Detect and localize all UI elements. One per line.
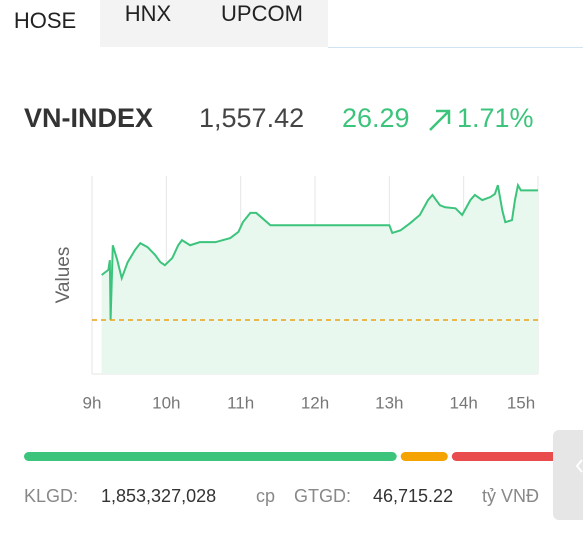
- stat-value: 1,853,327,028: [101, 486, 216, 506]
- stat-label: KLGD:: [24, 486, 78, 506]
- line: [101, 182, 538, 321]
- x-tick-label: 12h: [301, 393, 329, 412]
- x-tick-label: 10h: [152, 393, 180, 412]
- chart: 9h 10h 11h 12h 13h 14h 15h: [83, 176, 539, 412]
- stat-unit: tỷ VNĐ: [482, 486, 539, 506]
- index-percent: 1.71%: [457, 103, 534, 133]
- x-tick-label: 15h: [507, 393, 535, 412]
- tab[interactable]: UPCOM: [221, 1, 303, 26]
- scroll-icon: [575, 459, 583, 473]
- scroll-button[interactable]: [553, 430, 583, 520]
- breadth-segment: [24, 452, 397, 461]
- breadth-bar: [24, 452, 557, 461]
- breadth-segment: [451, 452, 557, 461]
- x-tick-label: 14h: [449, 393, 477, 412]
- index-value: 1,557.42: [199, 103, 304, 133]
- tab[interactable]: HNX: [125, 1, 172, 26]
- stat-unit: cp: [256, 486, 275, 506]
- x-tick-label: 13h: [375, 393, 403, 412]
- stat-label: GTGD:: [294, 486, 351, 506]
- stat-value: 46,715.22: [373, 486, 453, 506]
- x-tick-label: 9h: [83, 393, 102, 412]
- index-change: 26.29: [342, 103, 410, 133]
- tab[interactable]: HOSE: [14, 8, 76, 33]
- breadth-segment: [400, 452, 448, 461]
- area: [101, 185, 538, 374]
- index-name: VN-INDEX: [24, 103, 153, 133]
- y-axis-label: Values: [53, 247, 74, 304]
- tab-strip: [100, 0, 328, 47]
- up-arrow: [429, 109, 451, 131]
- x-tick-label: 11h: [227, 393, 254, 412]
